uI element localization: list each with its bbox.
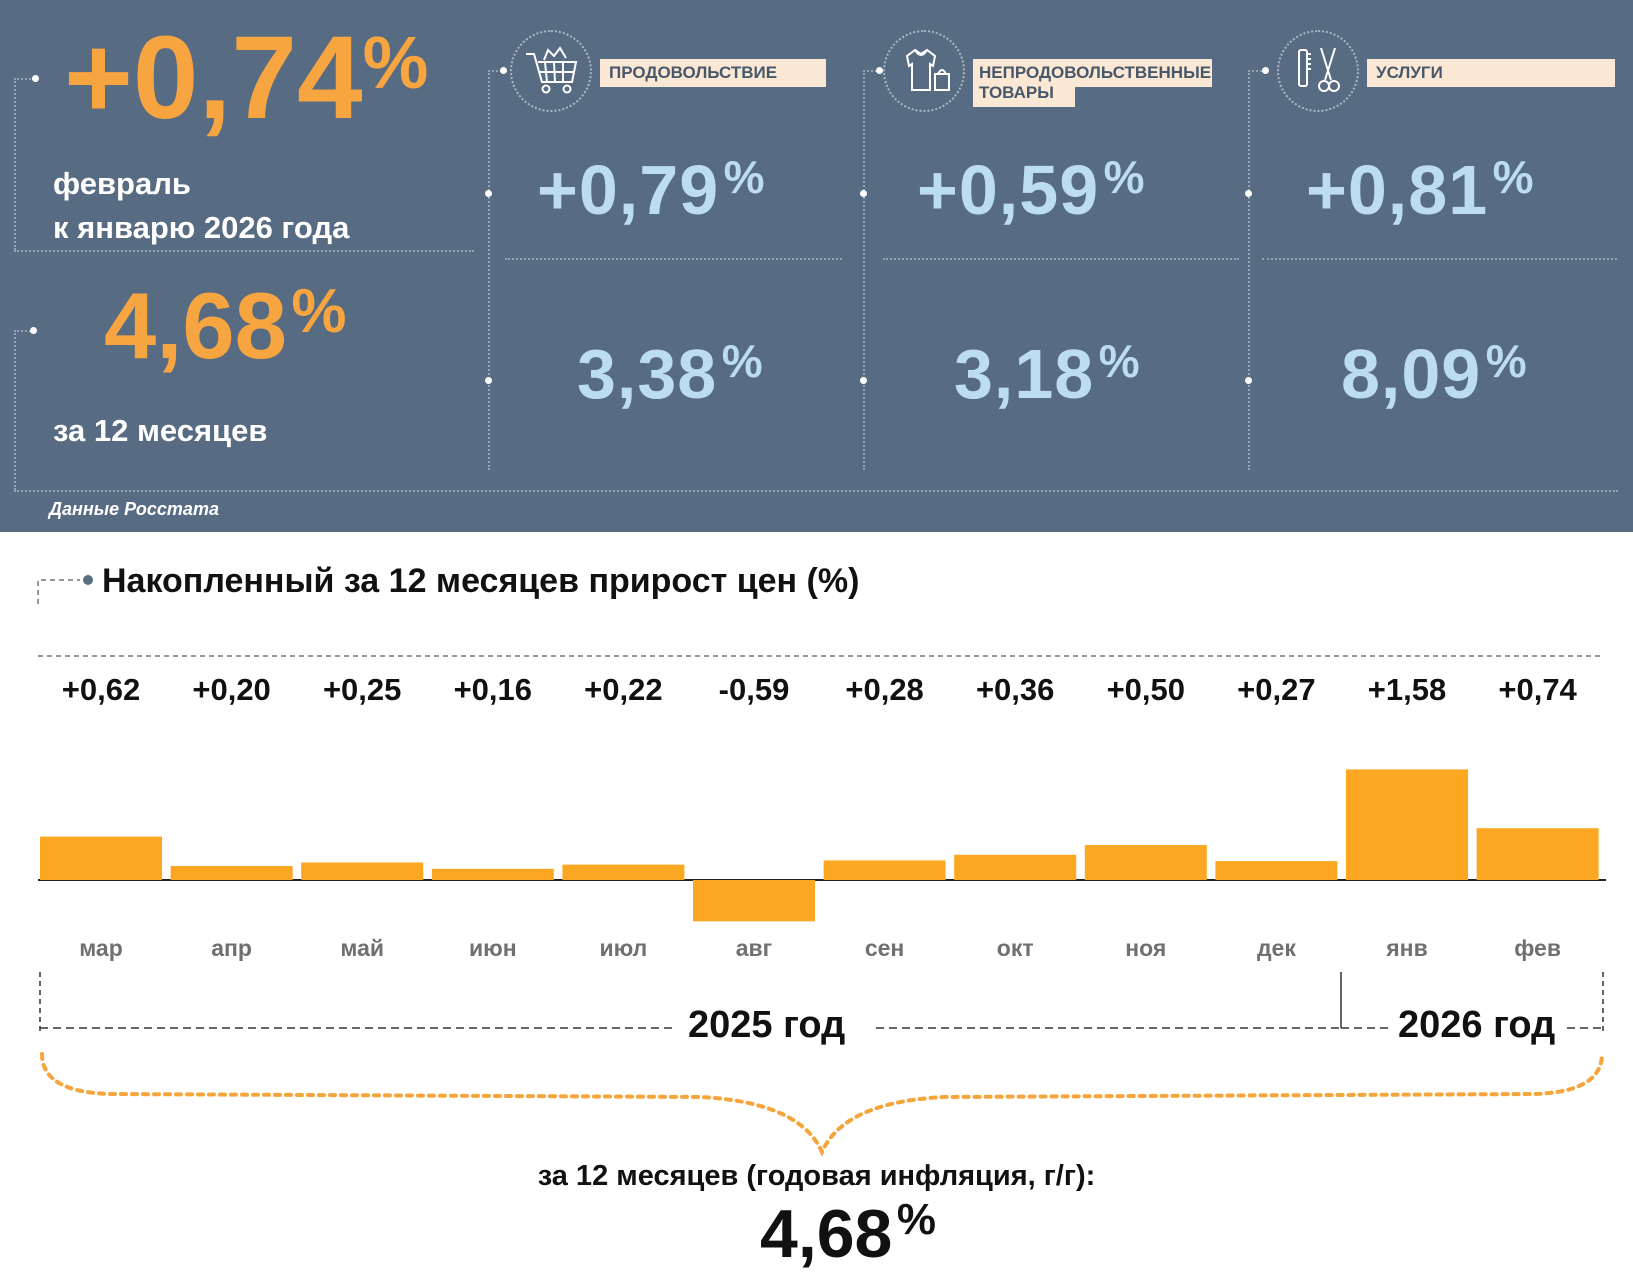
food-monthly-value: +0,79 % xyxy=(537,151,765,229)
comb-scissors-icon xyxy=(1277,30,1359,112)
column-line xyxy=(863,70,865,470)
bar-апр xyxy=(170,866,293,880)
divider-line xyxy=(1262,258,1617,260)
bar-value-label: +0,16 xyxy=(453,672,533,707)
bracket-line xyxy=(488,70,502,72)
month-tick-label: ноя xyxy=(1125,935,1167,961)
bar-value-label: -0,59 xyxy=(718,672,790,707)
bracket-line xyxy=(14,330,34,332)
category-label-nonfood-line2: ТОВАРЫ xyxy=(973,83,1075,107)
bar-value-label: +0,50 xyxy=(1106,672,1186,707)
bullet-dot xyxy=(1262,67,1269,74)
year-label-2025: 2025 год xyxy=(680,1004,854,1047)
bar-value-label: +0,74 xyxy=(1498,672,1577,707)
bullet-dot xyxy=(860,190,867,197)
services-monthly-value: +0,81 % xyxy=(1306,151,1534,229)
infographic-header-panel: +0,74% февраль к январю 2026 года 4,68 %… xyxy=(0,0,1633,532)
bracket-line xyxy=(1248,70,1262,72)
bracket-line xyxy=(863,70,877,72)
divider-line xyxy=(14,490,1618,492)
clothes-bag-icon xyxy=(883,30,965,112)
headline-caption-line2: к январю 2026 года xyxy=(53,210,350,245)
bullet-dot xyxy=(1245,190,1252,197)
bar-авг xyxy=(693,880,815,922)
bullet-dot xyxy=(860,377,867,384)
month-tick-label: сен xyxy=(864,935,905,961)
bar-июл xyxy=(562,864,685,880)
column-line xyxy=(488,70,490,470)
month-tick-label: авг xyxy=(735,935,773,961)
month-tick-label: май xyxy=(340,935,385,961)
category-label-food: ПРОДОВОЛЬСТВИЕ xyxy=(600,59,826,87)
bracket-line xyxy=(14,78,34,80)
bar-value-label: +0,25 xyxy=(322,672,402,707)
bar-сен xyxy=(823,860,946,880)
chart-decorations xyxy=(37,575,1604,1157)
month-tick-label: янв xyxy=(1386,935,1428,961)
divider-line xyxy=(883,258,1239,260)
bullet-dot xyxy=(500,67,507,74)
chart-title: Накопленный за 12 месяцев прирост цен (%… xyxy=(102,562,860,600)
bar-value-label: +0,20 xyxy=(192,672,271,707)
bullet-dot xyxy=(876,67,883,74)
bar-value-label: +0,27 xyxy=(1237,672,1316,707)
bullet-dot xyxy=(485,377,492,384)
bar-value-label: +0,28 xyxy=(845,672,924,707)
bar-фев xyxy=(1476,828,1599,880)
column-line xyxy=(1248,70,1250,470)
month-tick-label: июл xyxy=(599,935,648,961)
divider-line xyxy=(505,258,842,260)
bracket-line xyxy=(14,78,16,250)
bar-май xyxy=(301,862,424,880)
bullet-dot xyxy=(485,190,492,197)
year-label-2026: 2026 год xyxy=(1390,1004,1564,1047)
month-tick-label: апр xyxy=(211,935,252,961)
headline-caption-line1: февраль xyxy=(53,166,191,201)
headline-annual-value: 4,68 % xyxy=(104,273,347,378)
bullet-dot xyxy=(1245,377,1252,384)
source-note: Данные Росстата xyxy=(49,499,219,519)
bar-окт xyxy=(954,854,1077,880)
month-tick-label: мар xyxy=(79,935,123,961)
month-tick-label: окт xyxy=(996,935,1034,961)
headline-caption: февраль к январю 2026 года xyxy=(53,162,349,250)
nonfood-annual-value: 3,18 % xyxy=(954,335,1140,413)
bar-value-label: +0,36 xyxy=(975,672,1055,707)
headline-monthly-value: +0,74% xyxy=(64,12,429,144)
summary-label: за 12 месяцев (годовая инфляция, г/г): xyxy=(537,1160,1096,1192)
bar-value-label: +1,58 xyxy=(1367,672,1447,707)
bracket-line xyxy=(14,330,16,490)
bar-мар xyxy=(40,836,162,880)
bar-value-label: +0,62 xyxy=(61,672,141,707)
nonfood-monthly-value: +0,59 % xyxy=(917,151,1145,229)
bar-дек xyxy=(1215,861,1338,880)
category-label-nonfood-line1: НЕПРОДОВОЛЬСТВЕННЫЕ xyxy=(973,59,1212,87)
bar-июн xyxy=(431,868,554,880)
bullet-dot xyxy=(30,327,37,334)
summary-value: 4,68 % xyxy=(760,1195,936,1272)
month-tick-label: фев xyxy=(1514,935,1561,961)
shopping-cart-icon xyxy=(510,30,592,112)
bar-value-label: +0,22 xyxy=(584,672,663,707)
category-label-services: УСЛУГИ xyxy=(1367,59,1615,87)
bar-янв xyxy=(1346,769,1468,880)
month-tick-label: дек xyxy=(1256,935,1296,961)
services-annual-value: 8,09 % xyxy=(1341,335,1527,413)
bar-ноя xyxy=(1084,845,1207,880)
food-annual-value: 3,38 % xyxy=(577,335,763,413)
month-tick-label: июн xyxy=(468,935,517,961)
bullet-dot xyxy=(32,75,39,82)
divider-line xyxy=(14,250,474,252)
annual-caption: за 12 месяцев xyxy=(53,413,268,448)
